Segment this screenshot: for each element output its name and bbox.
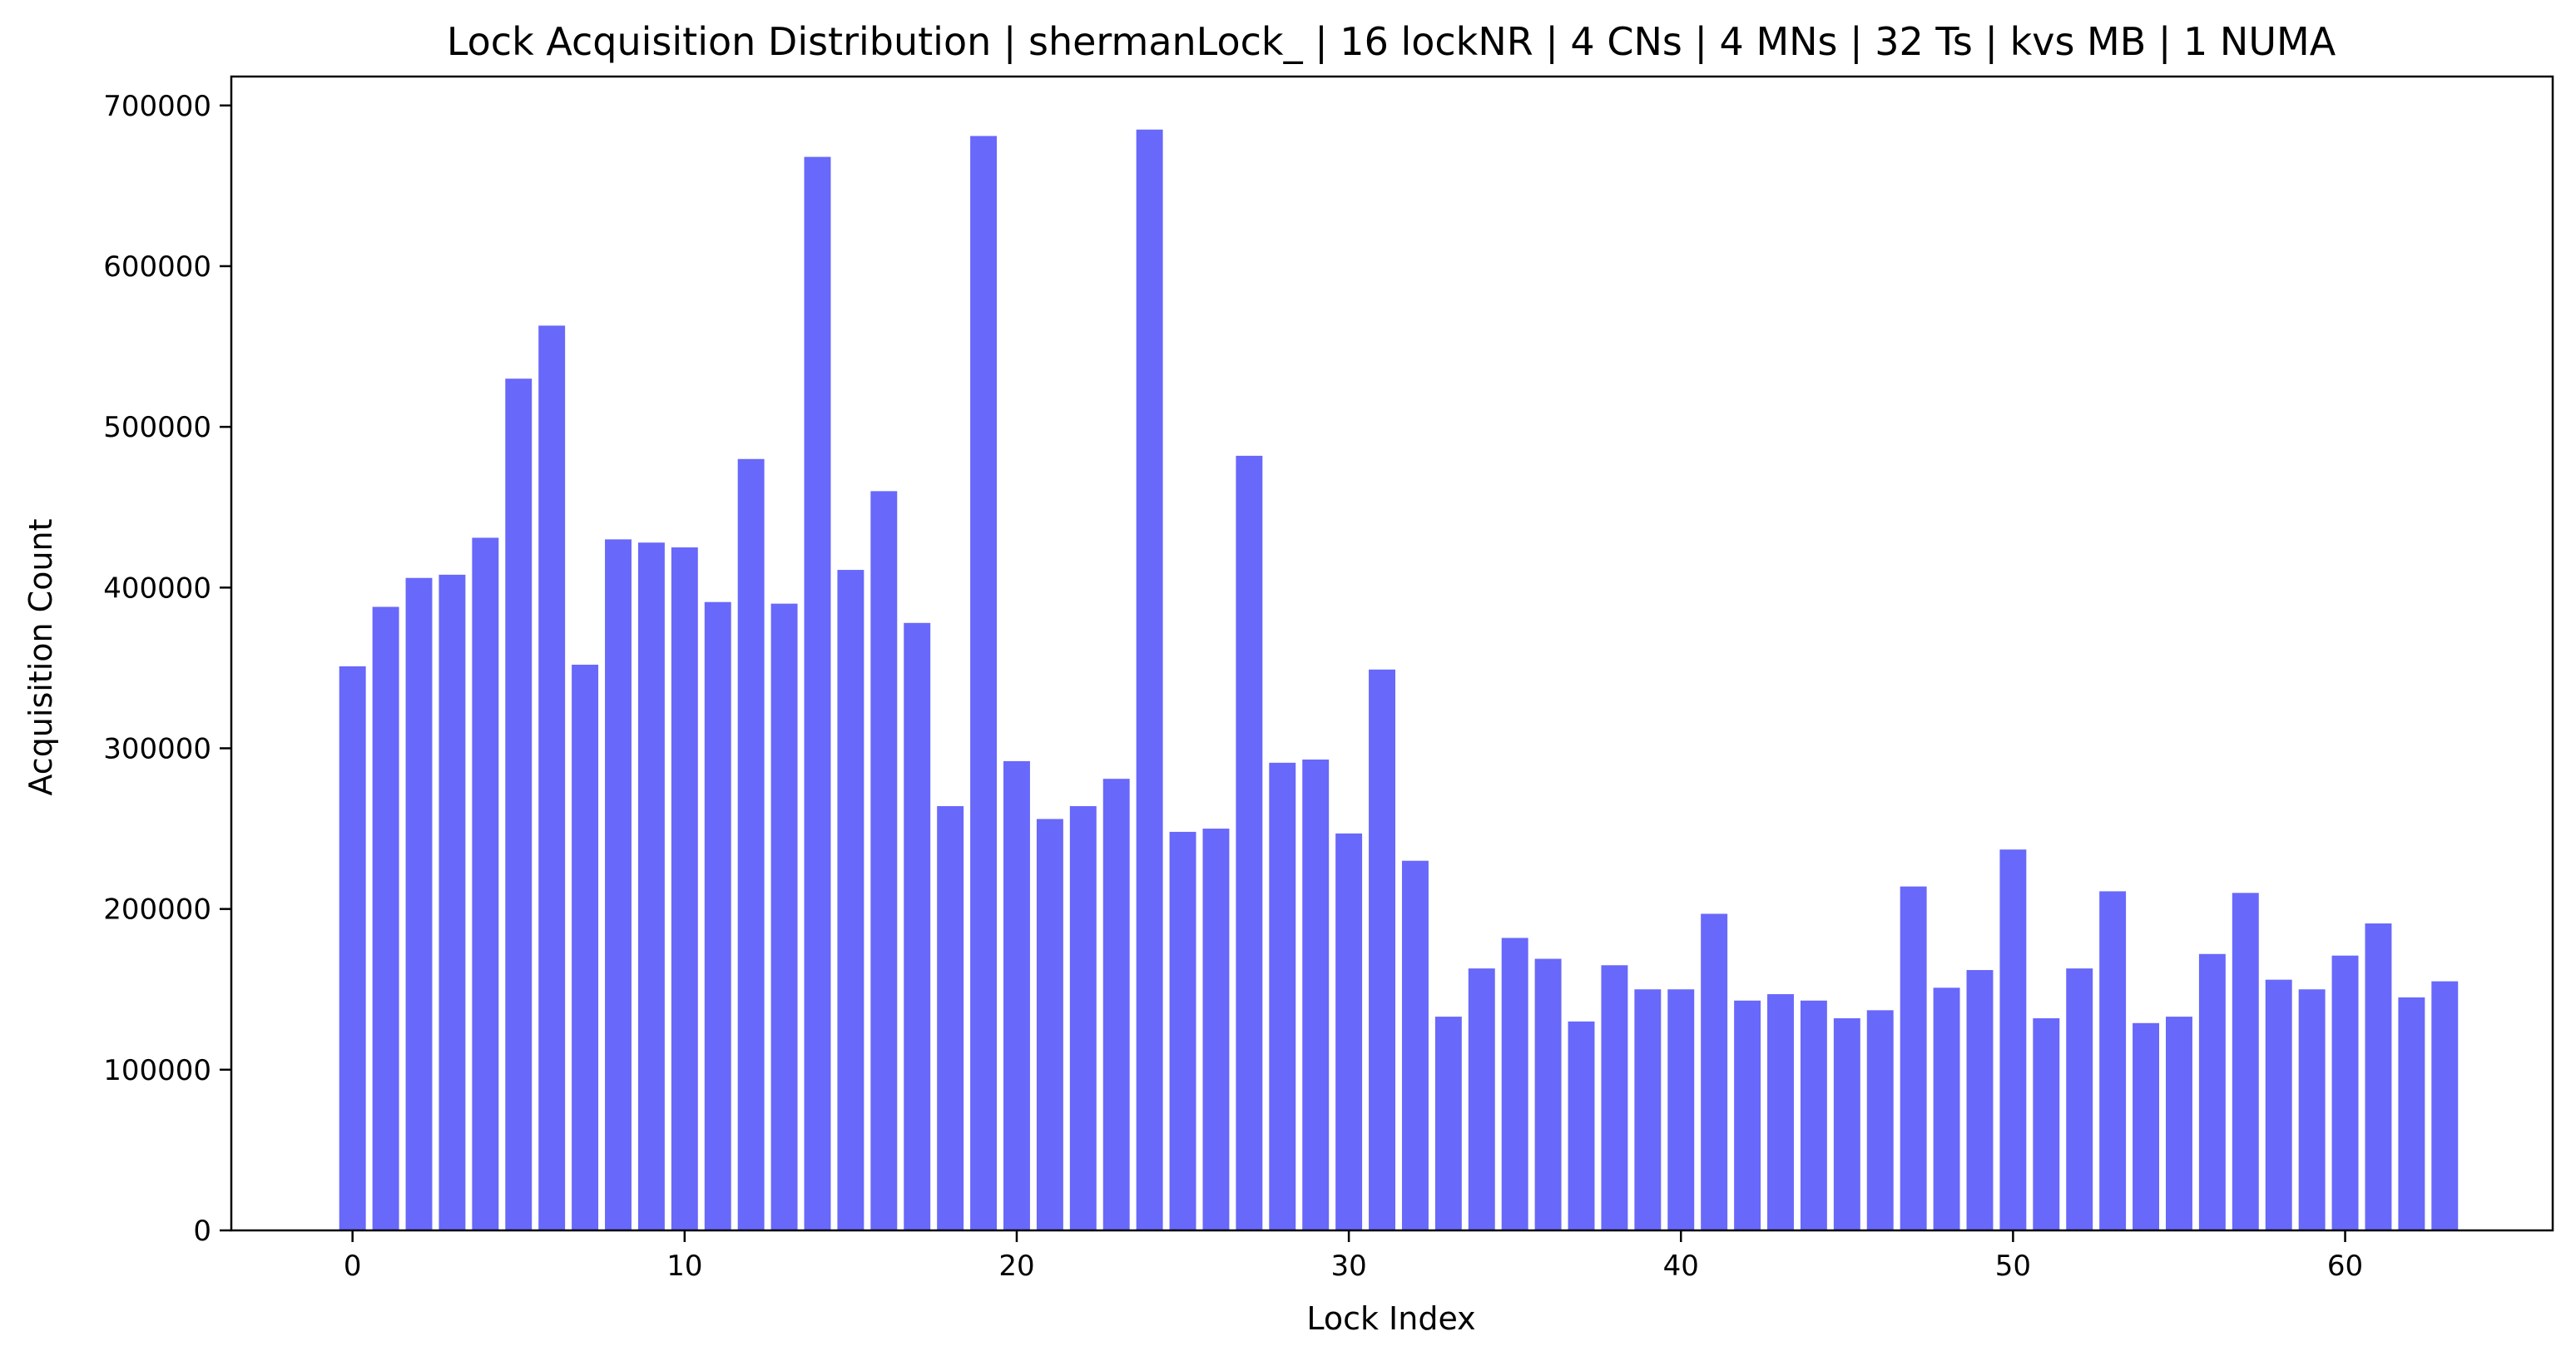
- bar-lock-34: [1468, 968, 1495, 1230]
- x-tick-label-10: 10: [666, 1250, 702, 1283]
- bar-lock-6: [538, 325, 566, 1230]
- bar-lock-45: [1833, 1018, 1860, 1230]
- y-tick-label-700000: 700000: [103, 90, 211, 123]
- bar-lock-44: [1800, 1000, 1827, 1230]
- bar-lock-50: [1999, 849, 2027, 1230]
- bar-lock-11: [704, 601, 731, 1230]
- bar-lock-26: [1202, 829, 1230, 1230]
- y-tick-label-500000: 500000: [103, 411, 211, 444]
- y-tick-label-600000: 600000: [103, 250, 211, 284]
- bar-lock-24: [1136, 129, 1163, 1230]
- bar-lock-49: [1966, 970, 1994, 1230]
- bar-lock-14: [804, 156, 831, 1231]
- bar-lock-54: [2133, 1022, 2160, 1230]
- y-tick-label-0: 0: [193, 1215, 211, 1248]
- bar-lock-10: [671, 547, 698, 1230]
- x-tick-label-20: 20: [998, 1250, 1034, 1283]
- y-axis-label: Acquisition Count: [22, 518, 59, 795]
- bar-lock-5: [505, 379, 533, 1230]
- bar-lock-4: [472, 537, 499, 1230]
- bar-lock-53: [2099, 891, 2127, 1230]
- bar-lock-7: [572, 665, 599, 1230]
- bar-lock-51: [2033, 1018, 2060, 1230]
- bar-lock-29: [1302, 760, 1330, 1230]
- bar-lock-31: [1369, 669, 1395, 1230]
- bar-lock-30: [1335, 833, 1363, 1230]
- bar-lock-52: [2066, 968, 2093, 1230]
- y-tick-label-200000: 200000: [103, 893, 211, 927]
- bar-lock-0: [339, 666, 366, 1230]
- bar-lock-1: [372, 606, 399, 1230]
- axes-layer: 0 10 20 30 40 50 60 0 100000 200000 300000 400000 50…: [103, 75, 2554, 1283]
- bar-lock-33: [1434, 1017, 1462, 1230]
- plot-frame: [230, 75, 2554, 1232]
- x-tick-label-60: 60: [2327, 1250, 2363, 1283]
- bar-lock-21: [1036, 819, 1063, 1230]
- bar-lock-60: [2331, 955, 2359, 1230]
- bar-lock-47: [1900, 886, 1927, 1230]
- y-tick-label-100000: 100000: [103, 1054, 211, 1087]
- bar-lock-58: [2265, 979, 2292, 1230]
- x-tick-label-50: 50: [1995, 1250, 2031, 1283]
- bar-lock-43: [1767, 994, 1794, 1230]
- bar-lock-62: [2398, 997, 2425, 1230]
- bar-lock-36: [1534, 958, 1562, 1230]
- y-tick-label-400000: 400000: [103, 572, 211, 605]
- bar-lock-35: [1501, 938, 1528, 1230]
- bar-lock-55: [2166, 1017, 2192, 1230]
- bar-lock-12: [737, 458, 765, 1230]
- bar-lock-9: [637, 542, 665, 1230]
- x-tick-label-40: 40: [1663, 1250, 1699, 1283]
- bar-lock-59: [2298, 989, 2326, 1230]
- bar-lock-41: [1701, 913, 1728, 1230]
- bar-lock-38: [1601, 965, 1628, 1230]
- bar-lock-32: [1401, 860, 1429, 1230]
- bar-lock-18: [937, 806, 964, 1230]
- bar-lock-25: [1169, 831, 1196, 1230]
- bar-lock-61: [2365, 923, 2392, 1230]
- bar-lock-15: [837, 570, 864, 1230]
- bar-lock-2: [405, 577, 433, 1230]
- x-axis-label: Lock Index: [1306, 1300, 1475, 1337]
- bar-lock-23: [1102, 779, 1130, 1230]
- x-tick-label-0: 0: [344, 1250, 362, 1283]
- bar-lock-63: [2431, 981, 2459, 1230]
- bar-lock-28: [1269, 762, 1296, 1230]
- bar-lock-57: [2232, 893, 2259, 1230]
- bars-layer: [339, 129, 2459, 1231]
- bar-lock-27: [1236, 455, 1263, 1230]
- bar-lock-20: [1003, 760, 1030, 1230]
- bar-lock-48: [1933, 987, 1960, 1230]
- bar-lock-42: [1734, 1000, 1761, 1230]
- bar-lock-37: [1568, 1021, 1595, 1230]
- chart-title: Lock Acquisition Distribution | shermanL…: [447, 19, 2336, 65]
- bar-lock-8: [605, 539, 632, 1230]
- y-tick-label-300000: 300000: [103, 732, 211, 765]
- bar-lock-17: [904, 622, 931, 1230]
- bar-lock-56: [2198, 953, 2226, 1230]
- bar-lock-39: [1634, 989, 1662, 1230]
- bar-lock-13: [770, 603, 798, 1230]
- bar-lock-16: [870, 491, 898, 1230]
- bar-lock-22: [1069, 806, 1097, 1230]
- bar-lock-40: [1667, 989, 1695, 1230]
- x-tick-label-30: 30: [1330, 1250, 1366, 1283]
- bar-lock-19: [970, 136, 998, 1231]
- bar-lock-46: [1866, 1010, 1894, 1230]
- bar-lock-3: [438, 574, 466, 1230]
